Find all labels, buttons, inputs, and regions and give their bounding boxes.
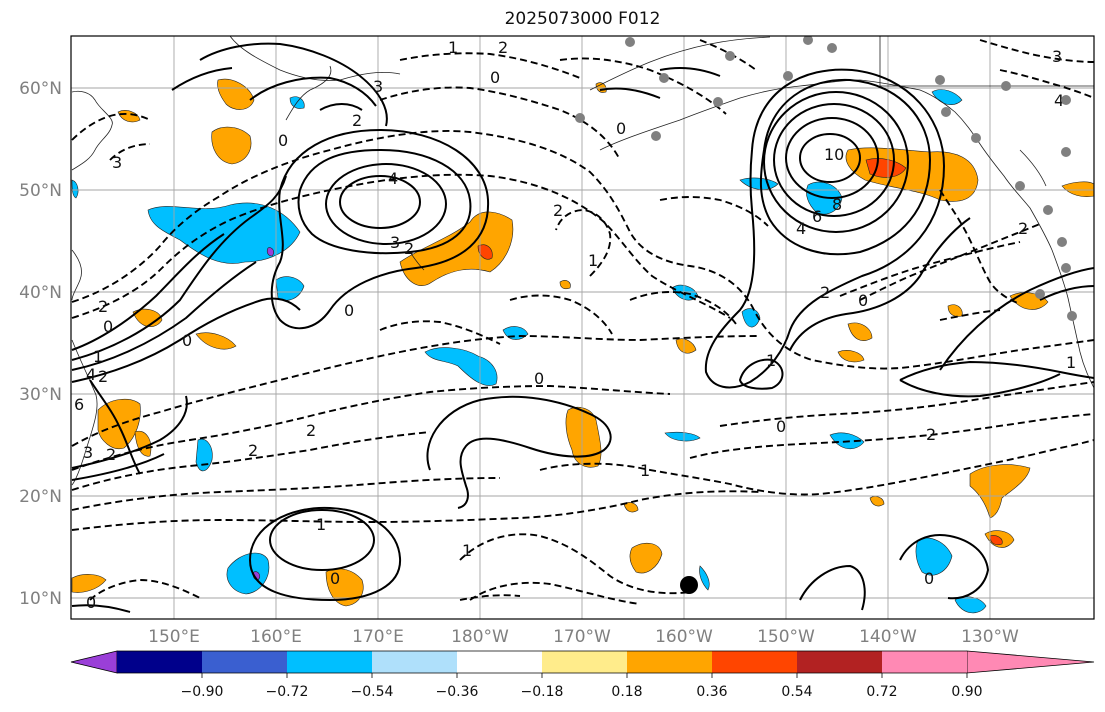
lon-label: 160°E: [250, 627, 302, 647]
lat-label: 10°N: [19, 589, 62, 609]
contour-label: 0: [182, 331, 192, 350]
contour-label: 0: [858, 291, 868, 310]
contour-label: 6: [812, 207, 822, 226]
contour-label: 0: [344, 301, 354, 320]
contour-label: 0: [86, 593, 96, 612]
contour-label: 3: [373, 77, 383, 96]
colorbar-arrow-right: [966, 650, 1095, 674]
lat-label: 20°N: [19, 487, 62, 507]
contour-label: 1: [316, 515, 326, 534]
colorbar-tick-label: −0.18: [521, 684, 564, 700]
lat-label: 50°N: [19, 181, 62, 201]
lon-label: 170°W: [553, 627, 611, 647]
colorbar-segment: [117, 651, 202, 673]
location-dot: [680, 576, 698, 594]
lat-label: 60°N: [19, 79, 62, 99]
contour-label: 2: [820, 283, 830, 302]
contour-label: 2: [404, 239, 414, 258]
contour-label: 0: [616, 119, 626, 138]
contour-label: 4: [1054, 91, 1064, 110]
plot-frame: [70, 35, 1095, 620]
colorbar: −0.90 −0.72 −0.54 −0.36 −0.18 0.18 0.36 …: [70, 650, 1095, 700]
lon-label: 160°W: [655, 627, 713, 647]
colorbar-tick-label: −0.54: [351, 684, 394, 700]
colorbar-arrow-left: [70, 650, 118, 674]
lon-label: 140°W: [859, 627, 917, 647]
contour-label: 2: [98, 297, 108, 316]
lon-label: 130°W: [961, 627, 1019, 647]
lat-label: 30°N: [19, 385, 62, 405]
contour-label: 2: [498, 38, 508, 57]
contour-label: 0: [103, 317, 113, 336]
colorbar-tick-label: 0.18: [611, 684, 642, 700]
colorbar-segment: [287, 651, 372, 673]
station-markers: [575, 36, 1077, 321]
lon-label: 150°W: [757, 627, 815, 647]
contour-label: 2: [306, 421, 316, 440]
lon-label: 180°W: [451, 627, 509, 647]
contour-label: 3: [1052, 47, 1062, 66]
graticule: [71, 36, 1094, 619]
plot-area: [71, 36, 1094, 619]
contour-label: 2: [1018, 219, 1028, 238]
contour-label: 0: [278, 131, 288, 150]
latitude-labels: 60°N 50°N 40°N 30°N 20°N 10°N: [19, 79, 62, 609]
dashed-contours: [71, 39, 1094, 605]
contour-label: 6: [74, 395, 84, 414]
solid-contours: [71, 42, 1094, 613]
contour-label: 2: [926, 425, 936, 444]
contour-label: 0: [490, 68, 500, 87]
contour-label: 3: [83, 443, 93, 462]
contour-label: 0: [924, 569, 934, 588]
colorbar-tick-label: 0.36: [696, 684, 727, 700]
contour-label: 8: [832, 195, 842, 214]
contour-label: 1: [93, 347, 103, 366]
lon-label: 170°E: [352, 627, 404, 647]
colorbar-segment: [457, 651, 542, 673]
contour-labels: 1 2 0 3 4 0 2 3 2 0 1 2 0 2 4 6 3 0 3 2 …: [74, 38, 1076, 612]
colorbar-segment: [542, 651, 627, 673]
contour-label: 2: [248, 441, 258, 460]
colorbar-tick-label: −0.36: [436, 684, 479, 700]
contour-label: 2: [553, 201, 563, 220]
lat-label: 40°N: [19, 283, 62, 303]
contour-label: 2: [98, 367, 108, 386]
contour-label: 0: [330, 569, 340, 588]
lon-label: 150°E: [148, 627, 200, 647]
contour-label: 1: [766, 351, 776, 370]
contour-label: 2: [352, 111, 362, 130]
contour-label: 1: [448, 38, 458, 57]
colorbar-tick-label: 0.90: [951, 684, 982, 700]
colorbar-segment: [202, 651, 287, 673]
colorbar-tick-label: −0.90: [181, 684, 224, 700]
contour-label: 1: [462, 541, 472, 560]
colorbar-segment: [712, 651, 797, 673]
contour-label: 1: [640, 461, 650, 480]
colorbar-segment: [372, 651, 457, 673]
colorbar-segment: [882, 651, 967, 673]
contour-label: 4: [796, 219, 806, 238]
map-title: 2025073000 F012: [504, 9, 661, 29]
contour-label: 0: [534, 369, 544, 388]
colorbar-tick-label: −0.72: [266, 684, 309, 700]
longitude-labels: 150°E 160°E 170°E 180°W 170°W 160°W 150°…: [148, 627, 1019, 647]
contour-label: 3: [390, 233, 400, 252]
colorbar-tick-label: 0.72: [866, 684, 897, 700]
contour-label: 3: [112, 153, 122, 172]
contour-label: 2: [106, 445, 116, 464]
colorbar-segment: [627, 651, 712, 673]
contour-label: 1: [1066, 353, 1076, 372]
contour-label: 4: [388, 169, 398, 188]
colorbar-segment: [797, 651, 882, 673]
colorbar-tick-label: 0.54: [781, 684, 812, 700]
contour-label: 10: [824, 145, 844, 164]
contour-label: 0: [776, 417, 786, 436]
contour-label: 4: [86, 365, 96, 384]
contour-label: 1: [588, 251, 598, 270]
